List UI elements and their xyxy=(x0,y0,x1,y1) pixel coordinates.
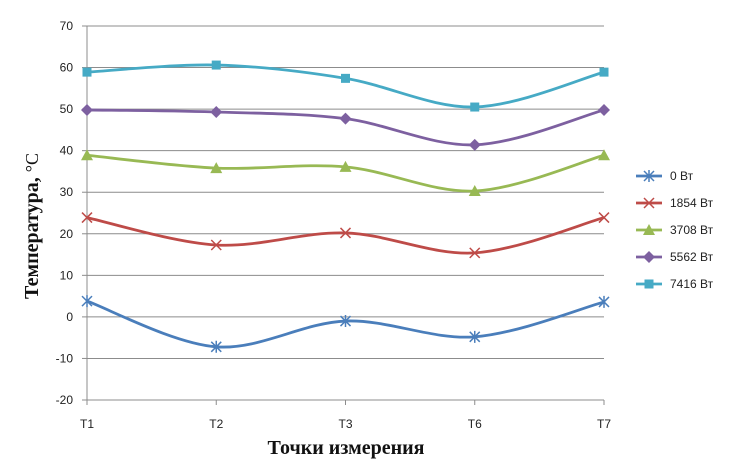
data-point xyxy=(598,149,610,161)
legend-marker xyxy=(643,224,655,235)
series-1 xyxy=(81,212,610,259)
y-tick-label: 30 xyxy=(60,185,74,199)
x-tick-label: T2 xyxy=(209,417,223,431)
x-tick-label: T6 xyxy=(468,417,482,431)
series-2 xyxy=(81,149,610,196)
data-point xyxy=(468,184,481,196)
x-tick-label: T1 xyxy=(80,417,94,431)
legend-item: 0 Вт xyxy=(636,169,694,183)
y-tick-label: 70 xyxy=(60,19,74,33)
series-4 xyxy=(82,60,609,112)
data-point xyxy=(211,60,221,70)
y-tick-label: 0 xyxy=(66,310,73,324)
data-point xyxy=(81,149,93,161)
legend-item: 3708 Вт xyxy=(636,223,714,237)
legend-item: 5562 Вт xyxy=(636,250,714,264)
y-axis-label-text: Температура, xyxy=(21,172,43,299)
data-point xyxy=(469,247,481,259)
legend-marker xyxy=(643,170,655,182)
data-point xyxy=(341,73,350,83)
data-point xyxy=(210,239,222,251)
data-point xyxy=(210,162,223,174)
series-group xyxy=(81,60,610,353)
data-point xyxy=(81,295,93,308)
x-axis-ticks: T1 T2 T3 T6 T7 xyxy=(80,400,611,431)
legend-marker xyxy=(643,197,655,209)
data-point xyxy=(598,103,610,116)
data-point xyxy=(81,212,93,224)
y-axis-ticks: -20 -10 0 10 20 30 40 50 60 70 xyxy=(56,19,74,407)
legend-marker xyxy=(644,279,654,289)
y-tick-label: 60 xyxy=(60,61,74,75)
data-point xyxy=(598,212,610,224)
legend-item: 7416 Вт xyxy=(636,277,714,291)
legend-label: 3708 Вт xyxy=(670,223,714,237)
series-line xyxy=(86,153,605,193)
series-0 xyxy=(81,295,610,353)
x-axis-label: Точки измерения xyxy=(268,437,425,459)
data-point xyxy=(81,103,93,116)
data-point xyxy=(469,330,481,343)
data-point xyxy=(210,340,222,353)
data-point xyxy=(339,160,352,172)
y-tick-label: -10 xyxy=(56,351,74,365)
y-tick-label: 50 xyxy=(60,102,74,116)
data-point xyxy=(599,67,609,77)
y-axis-label-unit: °C xyxy=(22,153,42,172)
series-3 xyxy=(81,103,610,151)
legend-label: 1854 Вт xyxy=(670,196,714,210)
series-line xyxy=(86,216,605,255)
data-point xyxy=(339,227,352,239)
y-tick-label: 40 xyxy=(60,144,74,158)
data-point xyxy=(339,315,352,328)
y-tick-label: -20 xyxy=(56,393,74,407)
x-tick-label: T3 xyxy=(338,417,352,431)
legend: 0 Вт 1854 Вт 3708 Вт 5562 Вт 7416 Вт xyxy=(636,169,714,291)
data-point xyxy=(468,138,481,151)
y-tick-label: 10 xyxy=(60,268,74,282)
series-line xyxy=(86,63,605,109)
data-point xyxy=(598,295,610,308)
data-point xyxy=(82,67,92,77)
y-tick-label: 20 xyxy=(60,227,74,241)
legend-label: 0 Вт xyxy=(670,169,694,183)
legend-label: 5562 Вт xyxy=(670,250,714,264)
x-tick-label: T7 xyxy=(597,417,611,431)
data-point xyxy=(470,102,480,112)
data-point xyxy=(210,106,223,119)
y-axis-label: Температура, °C xyxy=(21,153,43,299)
legend-marker xyxy=(643,251,655,263)
legend-item: 1854 Вт xyxy=(636,196,714,210)
legend-label: 7416 Вт xyxy=(670,277,714,291)
data-point xyxy=(339,112,352,125)
